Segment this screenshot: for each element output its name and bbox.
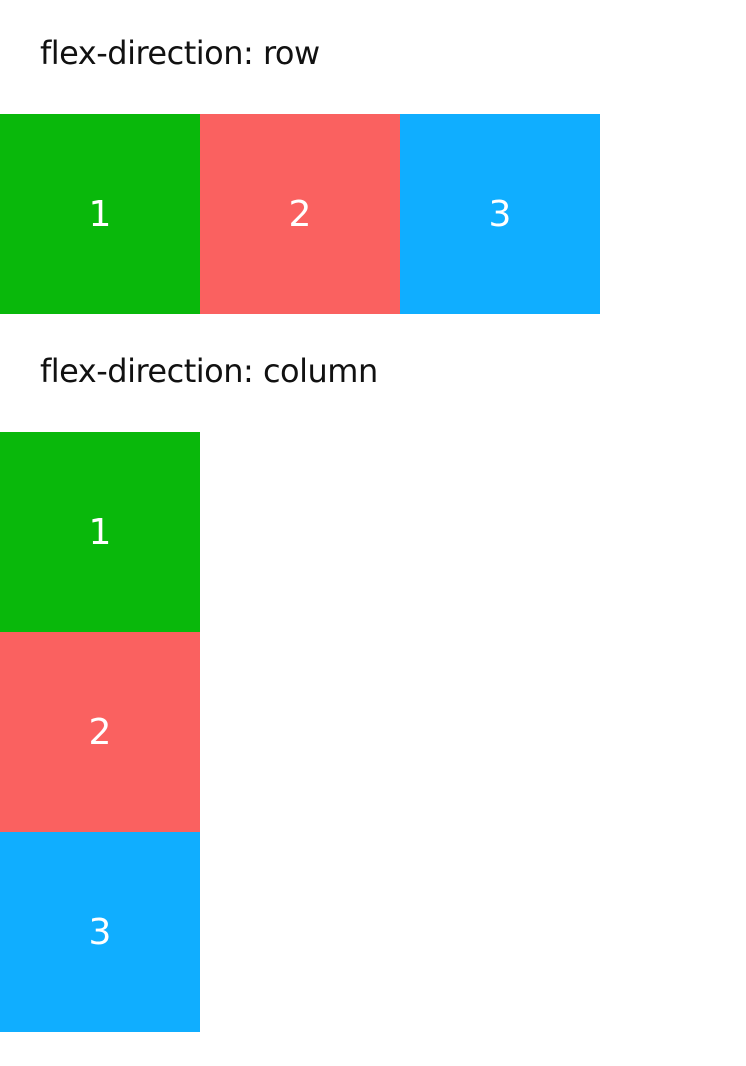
- row-item-2-label: 2: [288, 193, 312, 235]
- row-section-title: flex-direction: row: [40, 34, 320, 72]
- column-item-1: 1: [0, 432, 200, 632]
- flex-column-container: 1 2 3: [0, 432, 200, 1032]
- column-item-3: 3: [0, 832, 200, 1032]
- row-item-1: 1: [0, 114, 200, 314]
- row-item-1-label: 1: [88, 193, 112, 235]
- column-item-1-label: 1: [88, 511, 112, 553]
- column-section-title: flex-direction: column: [40, 352, 378, 390]
- row-item-3-label: 3: [488, 193, 512, 235]
- flex-row-container: 1 2 3: [0, 114, 600, 314]
- row-item-2: 2: [200, 114, 400, 314]
- row-item-3: 3: [400, 114, 600, 314]
- column-item-2-label: 2: [88, 711, 112, 753]
- column-item-2: 2: [0, 632, 200, 832]
- column-item-3-label: 3: [88, 911, 112, 953]
